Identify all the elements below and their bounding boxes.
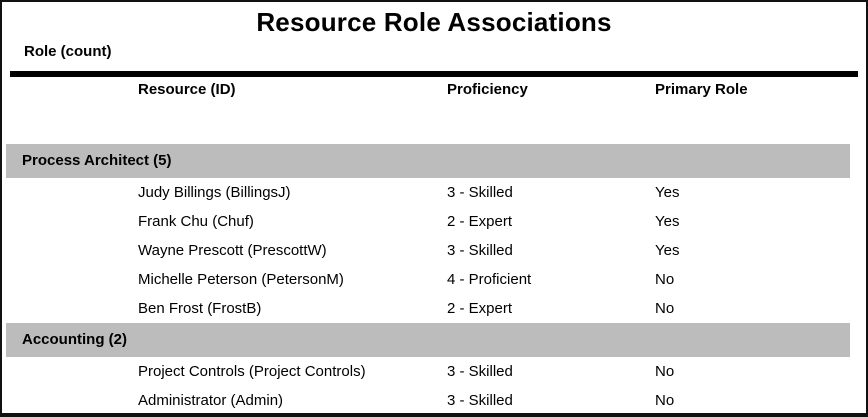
table-row: Judy Billings (BillingsJ) 3 - Skilled Ye… [2,178,866,207]
column-header-row: Resource (ID) Proficiency Primary Role [2,82,866,98]
resource-cell: Project Controls (Project Controls) [138,363,366,380]
group-header-band: Process Architect (5) [6,144,850,178]
proficiency-cell: 4 - Proficient [447,271,532,288]
column-header-resource: Resource (ID) [138,82,236,98]
proficiency-cell: 2 - Expert [447,300,513,317]
resource-cell: Wayne Prescott (PrescottW) [138,242,327,259]
primary-role-cell: No [655,271,675,288]
table-row: Ben Frost (FrostB) 2 - Expert No [2,294,866,323]
primary-role-cell: No [655,300,675,317]
report-title: Resource Role Associations [256,7,612,37]
table-row: Administrator (Admin) 3 - Skilled No [2,386,866,413]
primary-role-cell: Yes [655,242,680,259]
header-rule [10,71,858,77]
resource-cell: Frank Chu (Chuf) [138,213,254,230]
resource-cell: Michelle Peterson (PetersonM) [138,271,344,288]
table-row: Project Controls (Project Controls) 3 - … [2,357,866,386]
table-row: Michelle Peterson (PetersonM) 4 - Profic… [2,265,866,294]
column-header-primary-role: Primary Role [655,82,748,98]
proficiency-cell: 3 - Skilled [447,363,513,380]
proficiency-cell: 3 - Skilled [447,392,513,409]
proficiency-cell: 2 - Expert [447,213,513,230]
column-header-proficiency: Proficiency [447,82,528,98]
spacer [2,98,866,144]
resource-cell: Judy Billings (BillingsJ) [138,184,291,201]
primary-role-cell: Yes [655,213,680,230]
proficiency-cell: 3 - Skilled [447,184,513,201]
primary-role-cell: Yes [655,184,680,201]
primary-role-cell: No [655,392,675,409]
group-by-label: Role (count) [24,43,112,60]
proficiency-cell: 3 - Skilled [447,242,513,259]
group-name: Accounting (2) [22,331,127,348]
primary-role-cell: No [655,363,675,380]
resource-cell: Administrator (Admin) [138,392,284,409]
group-name: Process Architect (5) [22,152,172,169]
table-row: Wayne Prescott (PrescottW) 3 - Skilled Y… [2,236,866,265]
table-row: Frank Chu (Chuf) 2 - Expert Yes [2,207,866,236]
resource-cell: Ben Frost (FrostB) [138,300,262,317]
group-header-band: Accounting (2) [6,323,850,357]
